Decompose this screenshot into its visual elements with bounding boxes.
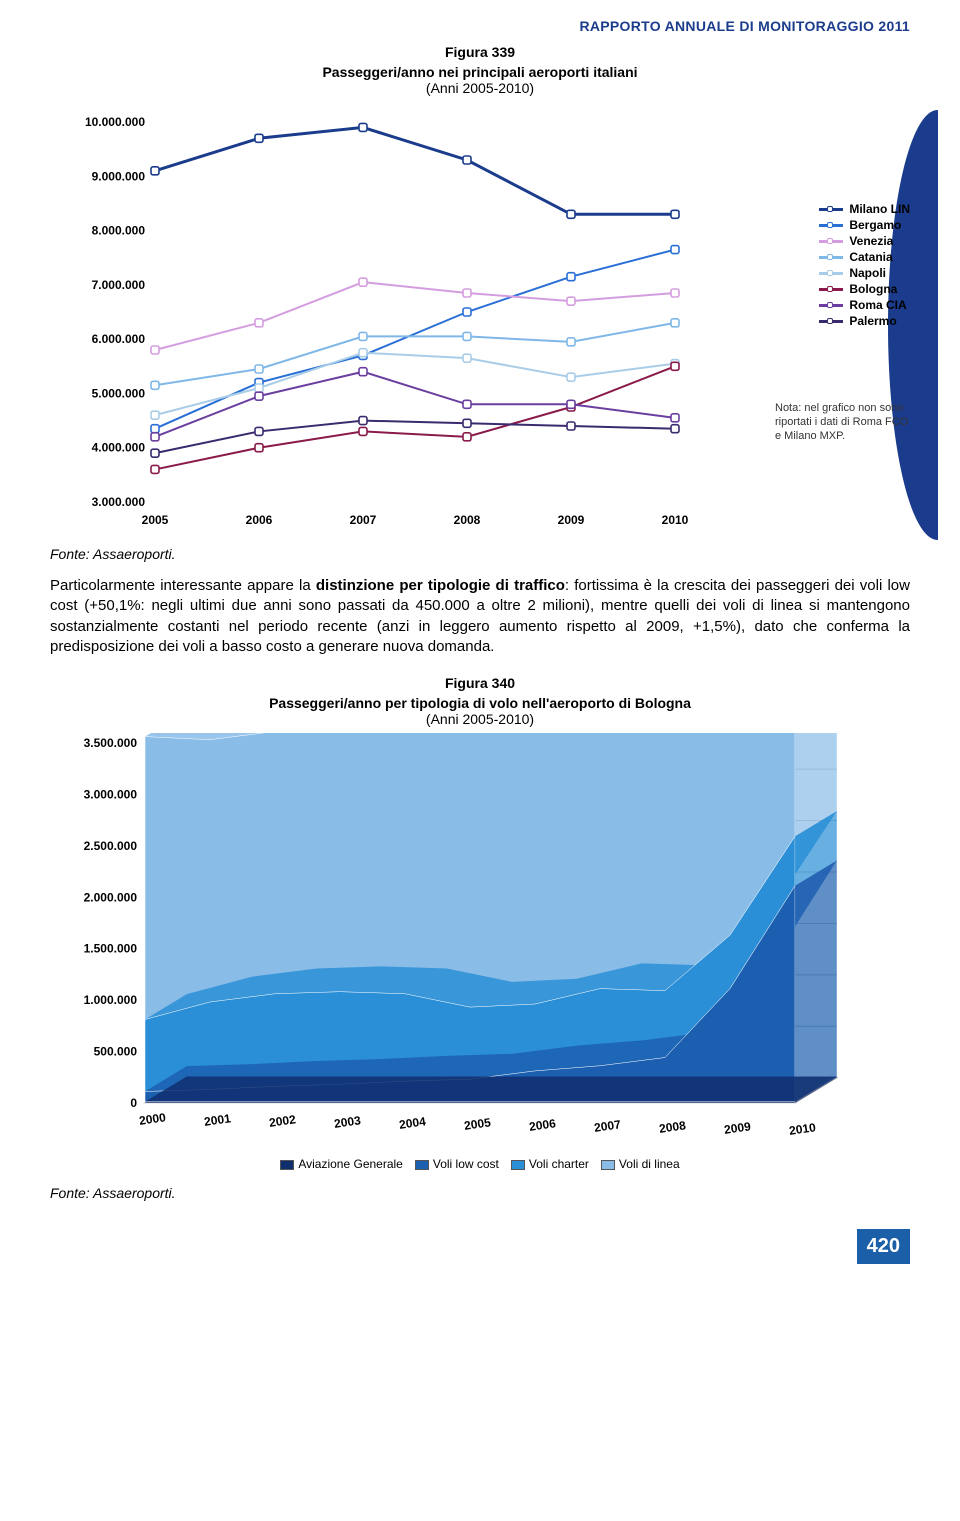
svg-text:2010: 2010 [788, 1120, 817, 1138]
svg-text:2000: 2000 [138, 1110, 167, 1128]
fig1-source: Fonte: Assaeroporti. [50, 546, 910, 562]
page-number-badge: 420 [857, 1229, 910, 1264]
svg-text:2010: 2010 [662, 513, 689, 527]
svg-text:2005: 2005 [463, 1115, 492, 1133]
legend-item: Roma CIA [819, 298, 910, 312]
svg-text:8.000.000: 8.000.000 [92, 224, 146, 238]
legend-label: Milano LIN [849, 202, 910, 216]
report-header: RAPPORTO ANNUALE DI MONITORAGGIO 2011 [50, 18, 910, 34]
svg-text:2006: 2006 [528, 1116, 557, 1134]
fig1-number: Figura 339 [50, 44, 910, 60]
fig2-source: Fonte: Assaeroporti. [50, 1185, 910, 1201]
svg-text:5.000.000: 5.000.000 [92, 386, 146, 400]
fig1-subtitle: (Anni 2005-2010) [50, 80, 910, 96]
legend-swatch [601, 1160, 615, 1170]
svg-text:2008: 2008 [658, 1118, 687, 1136]
legend-swatch [511, 1160, 525, 1170]
legend-label: Roma CIA [849, 298, 906, 312]
legend-label: Napoli [849, 266, 886, 280]
svg-text:2007: 2007 [593, 1117, 622, 1135]
chart2-legend: Aviazione Generale Voli low cost Voli char… [50, 1157, 910, 1171]
chart1-svg: 3.000.000 4.000.000 5.000.000 6.000.000 7.00… [50, 102, 910, 532]
svg-text:7.000.000: 7.000.000 [92, 278, 146, 292]
legend-label: Bologna [849, 282, 897, 296]
svg-text:10.000.000: 10.000.000 [85, 115, 145, 129]
legend-item: Catania [819, 250, 910, 264]
fig2-number: Figura 340 [50, 675, 910, 691]
legend-item: Milano LIN [819, 202, 910, 216]
svg-text:3.000.000: 3.000.000 [92, 495, 146, 509]
legend-label: Bergamo [849, 218, 901, 232]
svg-text:2004: 2004 [398, 1114, 427, 1132]
svg-text:3.000.000: 3.000.000 [84, 787, 138, 801]
svg-text:2005: 2005 [142, 513, 169, 527]
chart2-svg: 0 500.000 1.000.000 1.500.000 2.000.000 2.500… [50, 733, 910, 1153]
legend-label: Venezia [849, 234, 893, 248]
fig2-title: Passeggeri/anno per tipologia di volo ne… [50, 695, 910, 711]
legend-item: Voli di linea [601, 1157, 680, 1171]
svg-text:0: 0 [130, 1096, 137, 1110]
chart1-legend: Milano LIN Bergamo Venezia Catania Napoli Bol… [819, 202, 910, 330]
fig2-subtitle: (Anni 2005-2010) [50, 711, 910, 727]
svg-text:2002: 2002 [268, 1112, 297, 1130]
chart1-note: Nota: nel grafico non sono riportati i d… [775, 402, 910, 443]
svg-text:2006: 2006 [246, 513, 273, 527]
legend-item: Aviazione Generale [280, 1157, 403, 1171]
svg-text:9.000.000: 9.000.000 [92, 169, 146, 183]
legend-item: Palermo [819, 314, 910, 328]
svg-text:2009: 2009 [558, 513, 585, 527]
chart2-wrap: 0 500.000 1.000.000 1.500.000 2.000.000 2.500… [50, 733, 910, 1171]
legend-item: Venezia [819, 234, 910, 248]
legend-swatch [415, 1160, 429, 1170]
svg-text:4.000.000: 4.000.000 [92, 441, 146, 455]
svg-text:2003: 2003 [333, 1113, 362, 1131]
legend-swatch [280, 1160, 294, 1170]
svg-text:2008: 2008 [454, 513, 481, 527]
body-paragraph: Particolarmente interessante appare la d… [50, 576, 910, 657]
svg-text:2007: 2007 [350, 513, 377, 527]
svg-text:3.500.000: 3.500.000 [84, 736, 138, 750]
legend-label: Catania [849, 250, 892, 264]
fig1-title: Passeggeri/anno nei principali aeroporti… [50, 64, 910, 80]
svg-text:2001: 2001 [203, 1111, 232, 1129]
chart1-wrap: 3.000.000 4.000.000 5.000.000 6.000.000 7.00… [50, 102, 910, 532]
svg-text:2009: 2009 [723, 1119, 752, 1137]
legend-item: Bologna [819, 282, 910, 296]
svg-text:2.000.000: 2.000.000 [84, 890, 138, 904]
svg-text:2.500.000: 2.500.000 [84, 839, 138, 853]
body-bold-span: distinzione per tipologie di traffico [316, 577, 565, 594]
legend-item: Voli charter [511, 1157, 589, 1171]
svg-text:6.000.000: 6.000.000 [92, 332, 146, 346]
svg-text:1.000.000: 1.000.000 [84, 993, 138, 1007]
legend-item: Napoli [819, 266, 910, 280]
svg-text:1.500.000: 1.500.000 [84, 942, 138, 956]
legend-label: Palermo [849, 314, 896, 328]
svg-text:500.000: 500.000 [94, 1045, 138, 1059]
legend-item: Voli low cost [415, 1157, 499, 1171]
legend-item: Bergamo [819, 218, 910, 232]
